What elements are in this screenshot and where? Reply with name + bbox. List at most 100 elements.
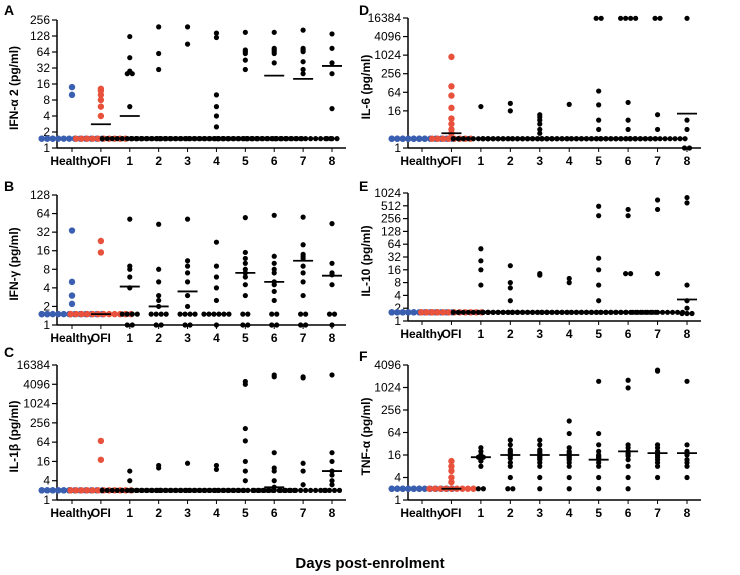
data-point [68, 91, 76, 99]
y-tick-label: 4 [43, 109, 50, 123]
data-point [608, 309, 614, 315]
x-tick-label: OFI [91, 154, 111, 168]
data-point [201, 136, 207, 142]
y-axis-label: IFN-α 2 (pg/ml) [7, 46, 21, 130]
data-point [596, 452, 602, 458]
panel-letter: B [4, 178, 14, 194]
data-point [156, 221, 162, 227]
data-point [143, 136, 149, 142]
x-tick-label: 7 [654, 154, 661, 168]
x-tick-label: 6 [271, 154, 278, 168]
data-point [428, 135, 436, 142]
data-point [184, 303, 191, 310]
data-point [249, 136, 255, 142]
data-point [271, 478, 277, 484]
data-point [97, 103, 105, 110]
data-point [637, 136, 643, 142]
data-point [684, 474, 690, 481]
y-tick-label: 4096 [374, 358, 401, 372]
x-tick-label: 1 [126, 506, 133, 520]
data-point [639, 309, 646, 315]
data-point [684, 200, 690, 206]
data-point [158, 311, 164, 317]
data-point [274, 311, 280, 317]
data-point [534, 136, 540, 142]
data-point [242, 282, 248, 288]
data-point [485, 309, 491, 315]
data-point [44, 487, 51, 494]
data-point [240, 487, 246, 493]
data-point [507, 460, 513, 466]
data-point [271, 288, 277, 295]
data-point [184, 292, 191, 299]
data-point [478, 246, 484, 252]
data-point [410, 485, 417, 492]
data-point [507, 285, 513, 291]
data-point [500, 136, 506, 142]
data-point [566, 275, 572, 282]
data-point [55, 135, 62, 142]
data-point [68, 292, 76, 299]
data-point [672, 136, 678, 142]
data-point [625, 206, 631, 213]
x-tick-label: 8 [329, 331, 336, 345]
data-point [394, 135, 401, 142]
x-tick-label: 5 [595, 327, 602, 341]
y-tick-label: 16384 [368, 11, 402, 25]
data-point [598, 136, 604, 142]
data-point [593, 309, 599, 315]
y-tick-label: 256 [381, 67, 401, 81]
data-point [329, 221, 335, 227]
data-point [44, 310, 51, 318]
data-point [623, 15, 629, 21]
data-point [568, 309, 574, 315]
data-point [242, 292, 248, 299]
data-point [300, 482, 306, 488]
data-point [283, 136, 289, 142]
x-tick-label: 7 [300, 331, 307, 345]
data-point [97, 96, 105, 104]
data-point [104, 487, 110, 493]
data-point [182, 322, 188, 328]
data-point [318, 136, 324, 142]
data-point [505, 136, 511, 142]
x-tick-label: OFI [91, 506, 111, 520]
data-point [478, 267, 484, 273]
data-point [127, 478, 133, 484]
x-tick-label: 8 [329, 506, 336, 520]
data-point [329, 270, 335, 276]
data-point [593, 136, 599, 142]
data-point [682, 136, 688, 142]
data-point [564, 136, 570, 142]
data-point [163, 311, 169, 317]
data-point [235, 136, 241, 142]
data-point [97, 112, 105, 120]
data-point [329, 31, 335, 37]
y-tick-label: 2 [43, 125, 50, 139]
data-point [60, 310, 67, 318]
data-point [226, 311, 232, 317]
data-point [417, 309, 425, 316]
data-point [686, 145, 693, 151]
data-point [654, 271, 661, 277]
x-tick-label: Healthy [50, 331, 94, 345]
data-point [254, 136, 260, 142]
data-point [38, 310, 45, 318]
data-point [49, 487, 56, 494]
data-point [213, 34, 220, 41]
data-point [478, 463, 484, 469]
data-point [97, 85, 105, 92]
data-point [405, 135, 412, 142]
data-point [119, 487, 125, 493]
data-point [596, 213, 602, 219]
data-point [426, 485, 433, 492]
x-tick-label: 1 [478, 327, 485, 341]
data-point [220, 136, 226, 142]
data-point [478, 103, 484, 110]
data-point [235, 487, 241, 493]
data-point [507, 474, 513, 481]
data-point [642, 136, 648, 142]
data-point [549, 309, 555, 315]
data-point [410, 309, 417, 316]
